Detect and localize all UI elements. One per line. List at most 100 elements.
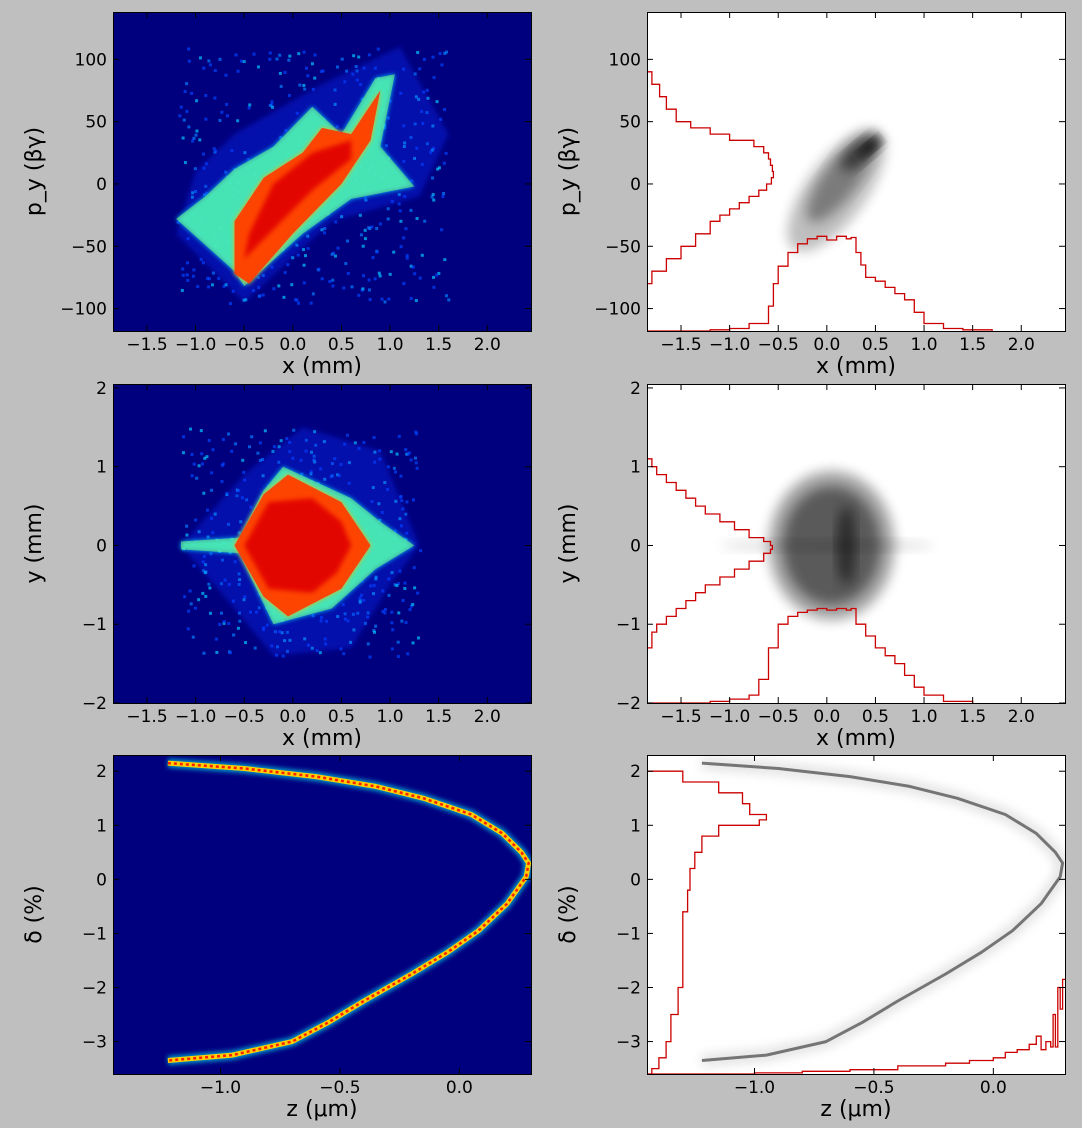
x-axis-label: x (mm)	[282, 726, 362, 751]
halo-pixel	[288, 54, 292, 58]
halo-pixel	[317, 267, 321, 271]
halo-pixel	[414, 461, 418, 465]
halo-pixel	[373, 277, 377, 281]
halo-pixel	[368, 298, 372, 302]
halo-pixel	[357, 293, 361, 297]
halo-pixel	[411, 641, 415, 645]
halo-pixel	[425, 88, 429, 92]
subplot-2: −1.5 −1.0 −0.5 0.0 0.5 1.0 1.5 2.0 −100 −50 0 50 100…	[556, 12, 1066, 379]
density-level-peak	[244, 140, 352, 259]
halo-pixel	[220, 480, 224, 484]
halo-pixel	[404, 621, 408, 625]
halo-pixel	[443, 108, 447, 112]
halo-pixel	[191, 274, 195, 278]
halo-pixel	[395, 584, 399, 588]
halo-pixel	[208, 611, 212, 615]
halo-pixel	[439, 117, 443, 121]
halo-pixel	[298, 83, 302, 87]
x-tick-label: −1.0	[734, 1078, 775, 1098]
halo-pixel	[238, 619, 242, 623]
halo-pixel	[187, 59, 191, 63]
halo-pixel	[210, 471, 214, 475]
halo-pixel	[319, 69, 323, 73]
halo-pixel	[287, 93, 291, 97]
x-tick-label: 1.5	[959, 707, 986, 727]
halo-pixel	[443, 51, 447, 55]
halo-pixel	[386, 207, 390, 211]
halo-pixel	[411, 265, 415, 269]
halo-pixel	[350, 285, 354, 289]
halo-pixel	[404, 227, 408, 231]
y-tick-label: 0	[96, 175, 107, 195]
halo-pixel	[383, 300, 387, 304]
halo-pixel	[396, 582, 400, 586]
halo-pixel	[286, 263, 290, 267]
y-tick-label: −1	[616, 615, 641, 635]
x-tick-label: 0.5	[328, 335, 355, 355]
halo-pixel	[422, 57, 426, 61]
halo-pixel	[313, 76, 317, 80]
halo-pixel	[443, 258, 447, 262]
halo-pixel	[191, 635, 195, 639]
halo-pixel	[228, 651, 232, 655]
halo-pixel	[194, 133, 198, 137]
density-blob-4	[836, 506, 856, 585]
halo-pixel	[388, 272, 392, 276]
halo-pixel	[397, 611, 401, 615]
halo-pixel	[313, 53, 317, 57]
y-axis-label: y (mm)	[22, 503, 47, 583]
halo-pixel	[190, 474, 194, 478]
curve-body	[701, 761, 1065, 1062]
halo-pixel	[183, 161, 187, 165]
halo-pixel	[261, 293, 265, 297]
halo-pixel	[353, 441, 357, 445]
y-tick-label: −1	[82, 615, 107, 635]
halo-pixel	[398, 209, 402, 213]
halo-pixel	[440, 63, 444, 67]
halo-pixel	[192, 564, 196, 568]
subplot-grid: −1.5 −1.0 −0.5 0.0 0.5 1.0 1.5 2.0−100−50050100…	[22, 12, 1066, 1122]
halo-pixel	[304, 66, 308, 70]
halo-pixel	[383, 608, 387, 612]
y-tick-label: −3	[616, 1033, 641, 1053]
halo-pixel	[328, 279, 332, 283]
y-tick-label: 1	[96, 816, 107, 836]
y-tick-label: 0	[96, 536, 107, 556]
plot-area	[113, 12, 531, 331]
halo-pixel	[198, 56, 202, 60]
y-tick-label: −2	[616, 978, 641, 998]
halo-pixel	[415, 466, 419, 470]
halo-pixel	[368, 655, 372, 659]
halo-pixel	[187, 125, 191, 129]
halo-pixel	[236, 69, 240, 73]
halo-pixel	[323, 226, 327, 230]
halo-pixel	[389, 450, 393, 454]
x-tick-label: −1.0	[709, 335, 750, 355]
halo-pixel	[253, 646, 257, 650]
halo-pixel	[232, 633, 236, 637]
x-tick-label: 2.0	[474, 335, 501, 355]
halo-pixel	[306, 247, 310, 251]
halo-pixel	[207, 582, 211, 586]
halo-pixel	[218, 118, 222, 122]
y-tick-label: 2	[96, 379, 107, 399]
halo-pixel	[248, 103, 252, 107]
halo-pixel	[187, 47, 191, 51]
y-axis-label: δ (%)	[556, 885, 581, 944]
halo-pixel	[414, 430, 418, 434]
halo-pixel	[183, 595, 187, 599]
halo-pixel	[258, 294, 262, 298]
halo-pixel	[346, 239, 350, 243]
halo-pixel	[236, 119, 240, 123]
halo-pixel	[297, 52, 301, 56]
halo-pixel	[225, 114, 229, 118]
halo-pixel	[376, 47, 380, 51]
subplot-3: −1.5 −1.0 −0.5 0.0 0.5 1.0 1.5 2.0 −2 −1 0 1 2 x (mm)…	[22, 379, 532, 751]
halo-pixel	[207, 277, 211, 281]
halo-pixel	[409, 296, 413, 300]
x-axis-label: z (μm)	[820, 1097, 891, 1122]
halo-pixel	[362, 440, 366, 444]
halo-pixel	[220, 110, 224, 114]
halo-pixel	[221, 437, 225, 441]
halo-pixel	[185, 273, 189, 277]
